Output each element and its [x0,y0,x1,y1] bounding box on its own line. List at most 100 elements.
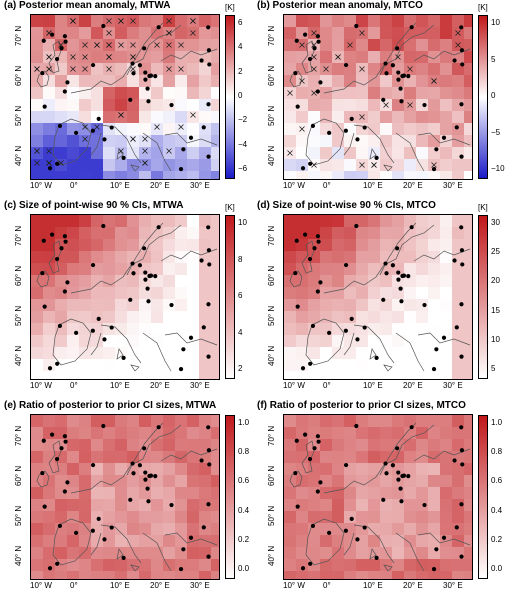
site-point [395,246,400,251]
site-point [454,125,459,130]
y-tick-label: 70° N [14,425,23,446]
colorbar [478,215,488,379]
site-point [131,71,136,76]
site-point [343,328,348,333]
site-point [145,86,150,91]
site-point [431,166,437,172]
map-area [30,14,220,180]
site-point [41,438,46,443]
site-point [47,166,53,171]
significance-mark [299,126,305,132]
significance-mark [46,148,52,154]
site-point [452,258,457,263]
site-point [143,270,148,275]
site-point [207,62,212,67]
significance-mark [106,66,112,72]
site-point [207,462,212,467]
site-point [312,446,317,451]
site-point [54,256,60,262]
site-point [54,456,60,462]
site-point [65,280,70,285]
site-point [390,63,396,68]
site-point [101,23,106,29]
site-point [374,155,379,160]
site-point [396,270,401,275]
site-point [145,286,150,291]
site-point [390,463,396,468]
site-point [40,70,45,76]
map-area [30,214,220,380]
site-point [300,566,306,571]
colorbar [225,15,235,179]
site-point [400,273,405,279]
site-point [308,561,313,566]
site-point [57,523,63,528]
panel-e: (e) Ratio of posterior to prior CI sizes… [0,400,253,600]
colorbar-tick-label: 1.0 [238,418,250,427]
site-point [459,48,465,53]
site-point [199,458,204,463]
site-point [384,471,389,476]
significance-mark [359,162,365,168]
site-point [62,434,67,439]
site-point [55,161,60,166]
colorbar-tick-label: 4 [238,42,243,52]
y-tick-label: 40° N [267,145,276,166]
site-point [459,225,464,230]
significance-mark [118,112,124,118]
colorbar-tick-label: 25 [491,247,500,257]
colorbar-tick-label: 0.0 [491,564,503,573]
site-point [396,77,401,82]
y-tick-label: 60° N [267,65,276,86]
site-point [55,361,60,366]
significance-mark [178,124,184,130]
site-point [459,554,464,559]
site-point [188,335,194,340]
y-tick-label: 50° N [267,105,276,126]
colorbar-tick-label: 8 [238,254,243,264]
site-point [142,46,147,51]
site-point [90,62,96,68]
significance-mark [82,54,88,60]
x-tick-label: 10° E [110,181,130,190]
site-point [354,423,359,429]
y-tick-label: 60° N [267,465,276,486]
significance-mark [82,42,88,48]
significance-mark [70,54,76,60]
site-point [201,325,206,330]
site-point [42,104,47,109]
site-point [452,458,457,463]
site-point [459,154,464,159]
y-tick-label: 60° N [14,465,23,486]
significance-mark [166,66,172,72]
colorbar-tick-label: 2 [238,66,243,76]
significance-mark [455,42,461,48]
site-point [343,262,349,268]
map-field [31,215,219,379]
site-point [307,256,313,262]
site-point [128,97,133,102]
significance-mark [395,54,401,60]
y-tick-label: 40° N [14,545,23,566]
site-point [343,128,348,133]
site-point [316,39,321,44]
site-point [390,263,396,268]
significance-mark [299,42,305,48]
colorbar-tick-label: 30 [491,218,500,227]
site-point [441,135,447,140]
site-point [354,23,359,29]
panel-a: (a) Posterior mean anomaly, MTWA 70° N 60°… [0,0,253,200]
site-point [460,462,465,467]
significance-mark [190,112,196,118]
significance-mark [106,18,112,24]
site-point [399,99,404,104]
x-tick-label: 30° E [190,581,210,590]
significance-mark [118,18,124,24]
site-point [90,128,95,133]
site-point [128,497,133,502]
site-point [315,34,320,39]
x-tick-label: 30° E [443,581,463,590]
x-tick-label: 10° E [363,581,383,590]
site-point [137,263,143,268]
site-point [441,335,447,340]
